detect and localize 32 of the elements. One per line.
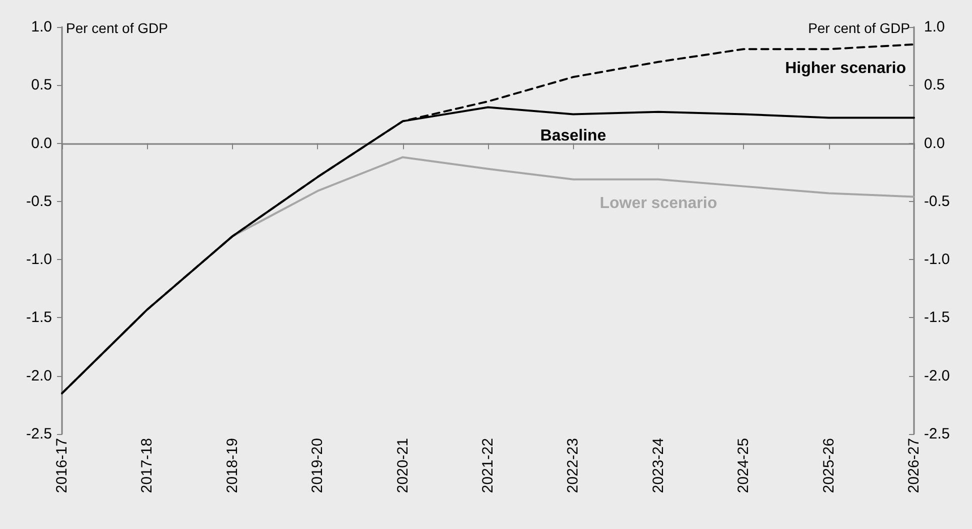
x-tick-label: 2024-25 bbox=[735, 438, 752, 494]
x-tick-label: 2020-21 bbox=[394, 438, 412, 494]
x-tick-label: 2016-17 bbox=[54, 438, 70, 494]
x-tick-label: 2022-23 bbox=[564, 438, 582, 494]
y-tick-label: -2.5 bbox=[26, 426, 52, 442]
series-label: Higher scenario bbox=[785, 60, 906, 77]
y-tick-label: -0.5 bbox=[26, 192, 52, 210]
y-tick-label: -2.0 bbox=[26, 367, 52, 384]
x-tick-label: 2021-22 bbox=[480, 438, 496, 494]
y2-axis-title: Per cent of GDP bbox=[808, 20, 910, 36]
y-tick-label: 1.0 bbox=[31, 18, 52, 36]
x-tick-label: 2019-20 bbox=[309, 438, 326, 494]
x-tick-label: 2023-24 bbox=[650, 438, 667, 494]
x-tick-label: 2025-26 bbox=[820, 438, 838, 494]
y2-tick-label: 0.0 bbox=[924, 134, 945, 152]
y-tick-label: -1.5 bbox=[26, 309, 52, 326]
x-tick-label: 2017-18 bbox=[138, 438, 156, 494]
series-label: Lower scenario bbox=[600, 194, 718, 212]
series-label: Baseline bbox=[540, 128, 606, 145]
y2-tick-label: -1.5 bbox=[924, 309, 950, 326]
y2-tick-label: -1.0 bbox=[924, 251, 950, 268]
y-tick-label: -1.0 bbox=[26, 251, 52, 268]
x-tick-label: 2018-19 bbox=[224, 438, 241, 494]
y2-tick-label: 0.5 bbox=[924, 76, 945, 94]
y-tick-label: 0.5 bbox=[31, 76, 52, 94]
y2-tick-label: -2.0 bbox=[924, 367, 950, 384]
y-axis-title: Per cent of GDP bbox=[66, 20, 168, 36]
y2-tick-label: 1.0 bbox=[924, 18, 945, 36]
y2-tick-label: -0.5 bbox=[924, 192, 950, 210]
y2-tick-label: -2.5 bbox=[924, 426, 950, 442]
y-tick-label: 0.0 bbox=[31, 134, 52, 152]
x-tick-label: 2026-27 bbox=[906, 438, 922, 494]
